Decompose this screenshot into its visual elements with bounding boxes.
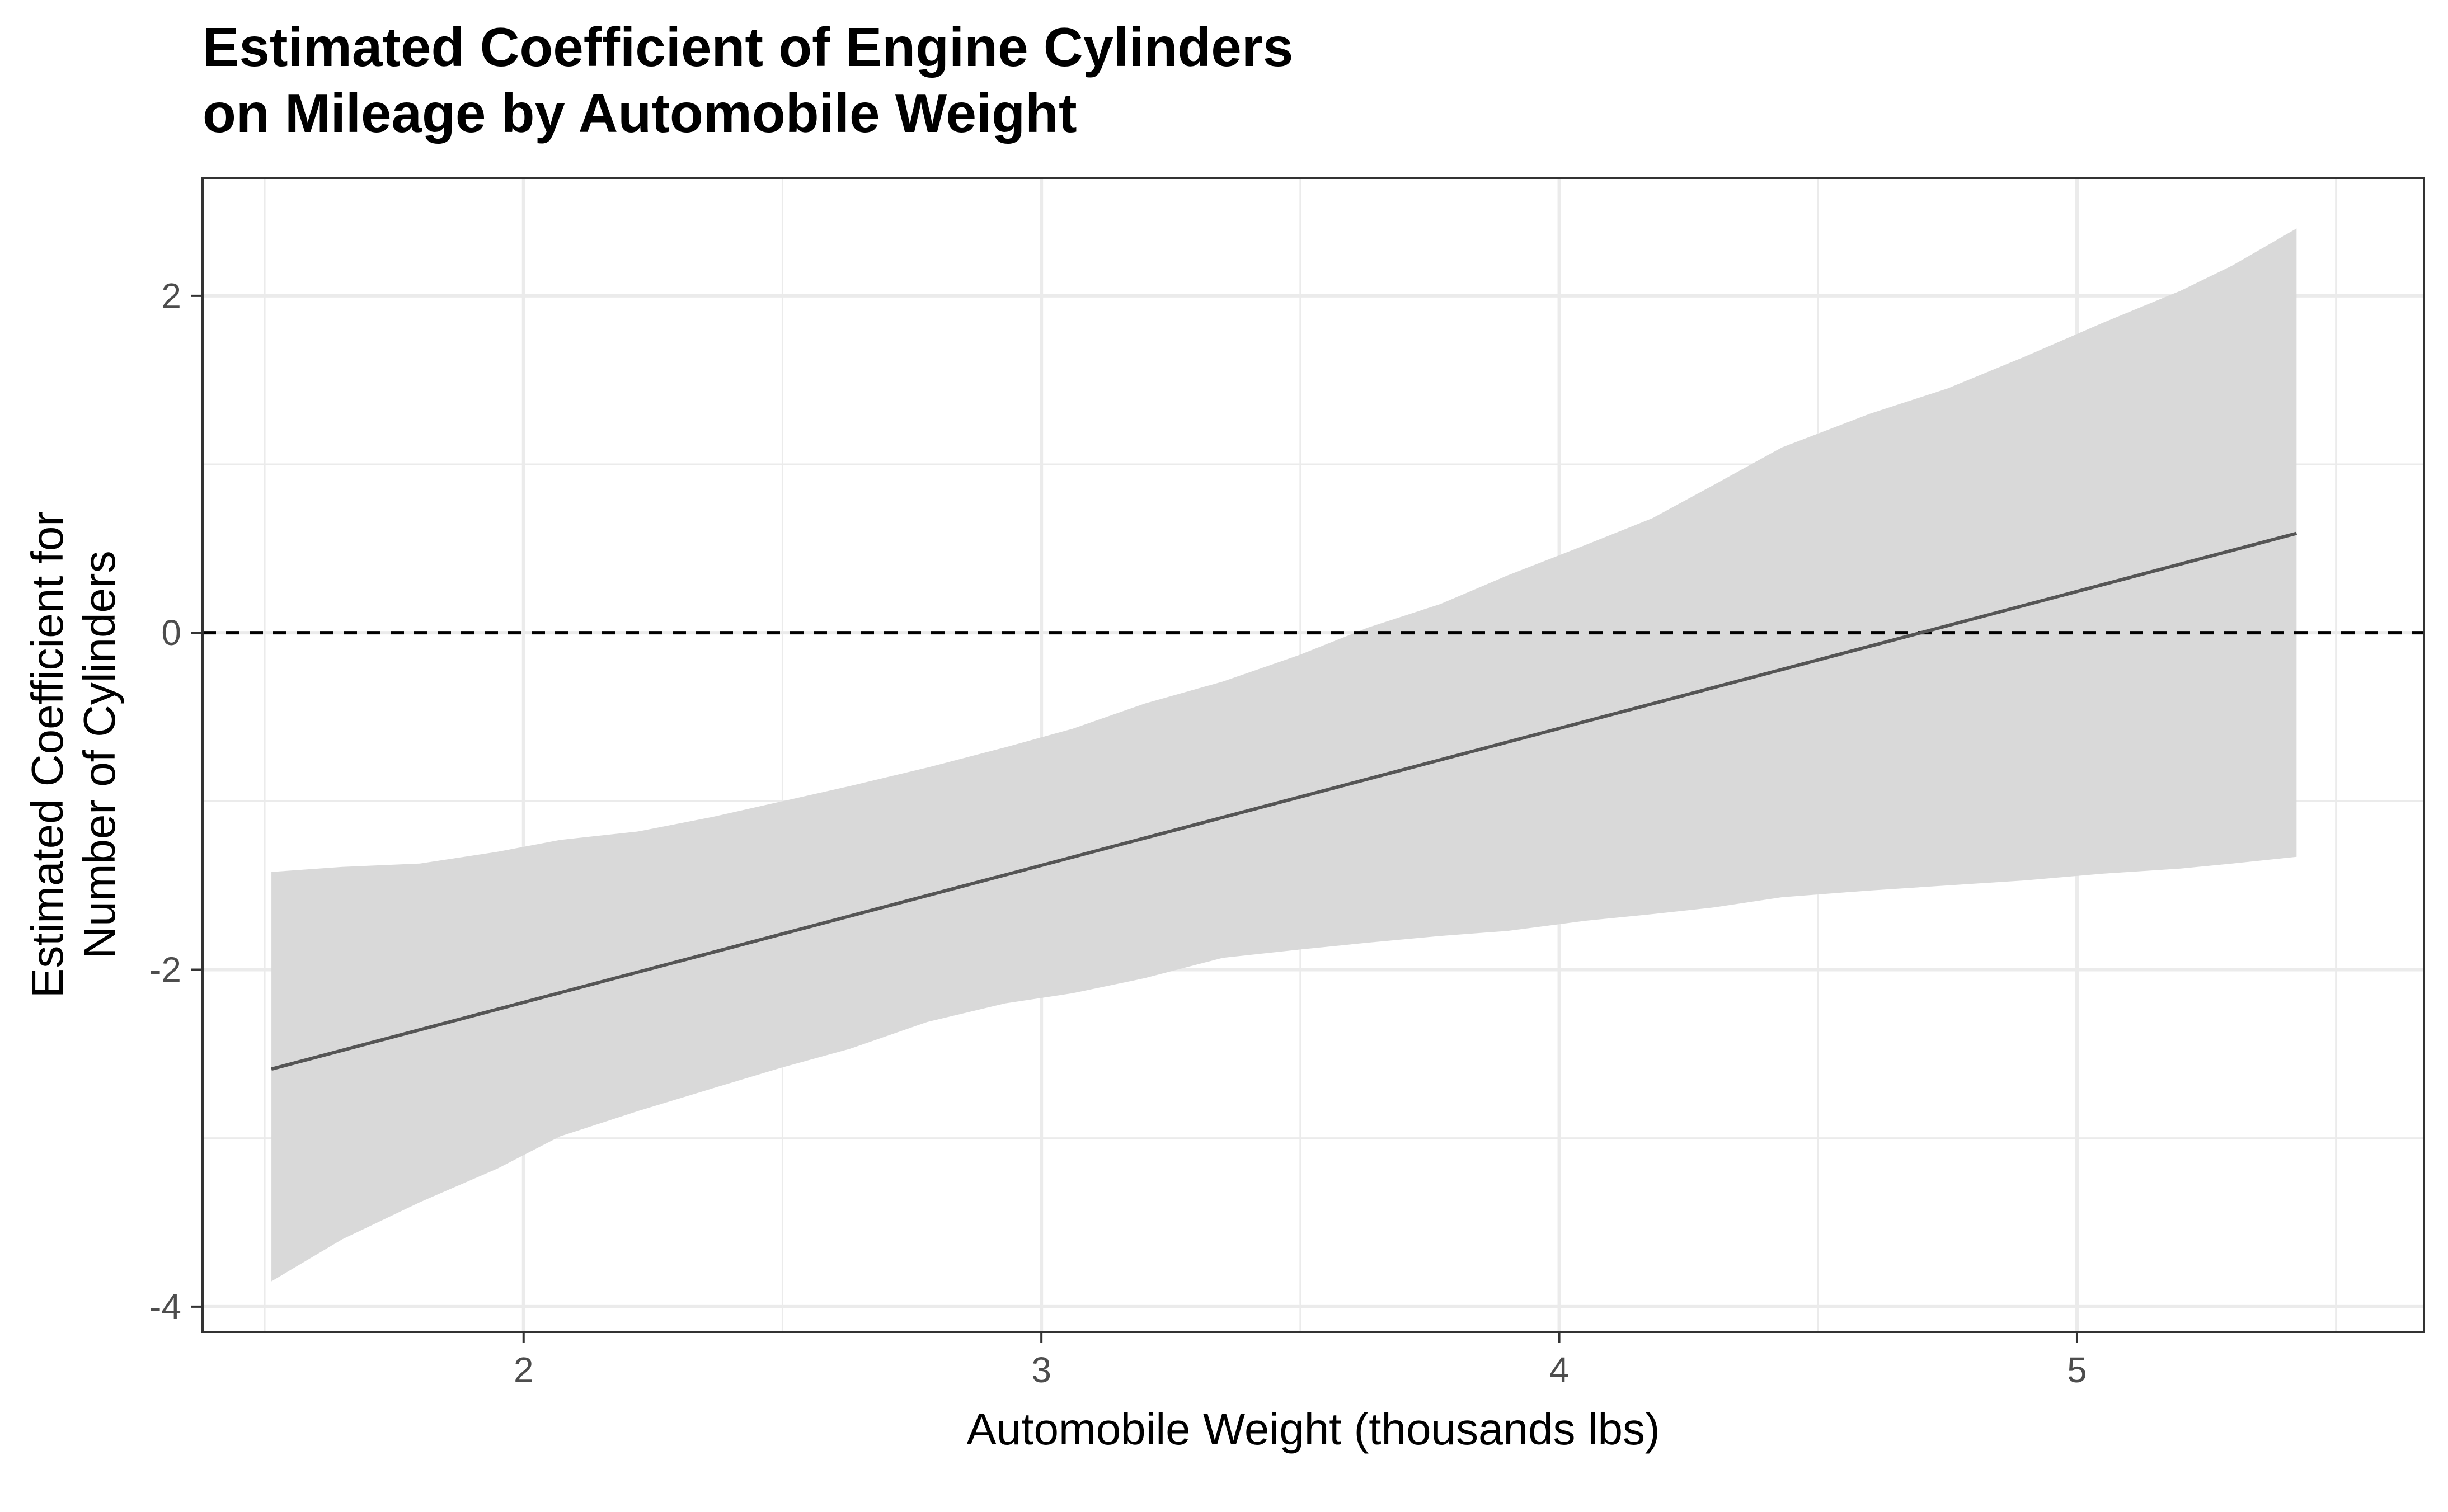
y-tick-label: -4 [149,1287,181,1327]
y-tick-label: 2 [161,276,181,316]
series-layer [271,531,2297,1071]
y-axis-ticks: -4 -2 0 2 [149,276,203,1327]
x-tick-label: 4 [1549,1350,1570,1390]
x-tick-label: 2 [514,1350,534,1390]
confidence-band-layer [271,228,2297,1282]
chart-title-line-2: on Mileage by Automobile Weight [203,82,1077,144]
y-axis-title-line-2: Number of Cylinders [74,550,124,958]
y-tick-label: -2 [149,949,181,990]
y-axis-title-line-1: Estimated Coefficient for [22,511,72,998]
plot-border [201,177,2425,1333]
estimate-line [271,531,2297,1071]
confidence-band [271,228,2297,1282]
x-tick-label: 5 [2067,1350,2087,1390]
x-axis-title: Automobile Weight (thousands lbs) [966,1404,1660,1454]
y-tick-label: 0 [161,613,181,653]
x-tick-label: 3 [1031,1350,1051,1390]
x-axis-ticks: 2 3 4 5 [514,1332,2087,1390]
chart-title-line-1: Estimated Coefficient of Engine Cylinder… [203,16,1293,78]
